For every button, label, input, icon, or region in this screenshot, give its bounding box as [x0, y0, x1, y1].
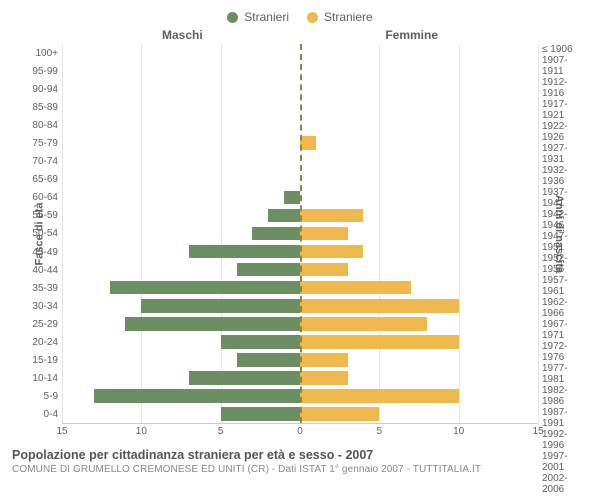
- bar-female: [300, 335, 459, 349]
- legend-swatch-female: [307, 12, 318, 23]
- y-tick-left: 30-34: [12, 297, 62, 315]
- y-tick-right: 1997-2001: [538, 451, 588, 473]
- y-tick-right: ≤ 1906: [538, 44, 588, 55]
- bar-male: [221, 335, 300, 349]
- y-tick-right: 1922-1926: [538, 121, 588, 143]
- y-tick-left: 65-69: [12, 171, 62, 189]
- bar-female: [300, 371, 348, 385]
- y-tick-left: 85-89: [12, 98, 62, 116]
- bar-female: [300, 209, 363, 223]
- bar-male: [141, 299, 300, 313]
- y-tick-right: 1927-1931: [538, 143, 588, 165]
- bar-female: [300, 353, 348, 367]
- y-axis-left-title: Fasce di età: [33, 203, 45, 266]
- bar-male: [268, 209, 300, 223]
- bar-female: [300, 227, 348, 241]
- bar-female: [300, 299, 459, 313]
- bar-female: [300, 245, 363, 259]
- y-tick-left: 25-29: [12, 315, 62, 333]
- bar-male: [110, 281, 300, 295]
- bar-male: [252, 227, 300, 241]
- legend: Stranieri Straniere: [12, 10, 588, 24]
- bar-male: [237, 263, 300, 277]
- bar-female: [300, 263, 348, 277]
- y-tick-left: 95-99: [12, 62, 62, 80]
- column-header-male: Maschi: [162, 28, 203, 42]
- bar-male: [237, 353, 300, 367]
- y-tick-right: 1957-1961: [538, 275, 588, 297]
- y-tick-right: 1987-1991: [538, 407, 588, 429]
- x-tick: 5: [218, 426, 224, 437]
- x-tick: 15: [56, 426, 67, 437]
- bar-male: [189, 245, 300, 259]
- bar-female: [300, 136, 316, 150]
- y-tick-left: 75-79: [12, 134, 62, 152]
- y-tick-right: 1977-1981: [538, 363, 588, 385]
- column-headers: Maschi Femmine: [12, 28, 588, 44]
- legend-label-female: Straniere: [324, 10, 373, 24]
- x-tick: 15: [532, 426, 543, 437]
- bar-male: [221, 407, 300, 421]
- legend-swatch-male: [227, 12, 238, 23]
- bar-female: [300, 407, 379, 421]
- y-tick-right: 1982-1986: [538, 385, 588, 407]
- y-tick-left: 90-94: [12, 80, 62, 98]
- y-tick-right: 1962-1966: [538, 297, 588, 319]
- y-tick-right: 1967-1971: [538, 319, 588, 341]
- center-line: [300, 44, 302, 423]
- y-axis-right-title: Anni di nascita: [553, 195, 565, 273]
- bar-female: [300, 281, 411, 295]
- column-header-female: Femmine: [385, 28, 438, 42]
- chart-title: Popolazione per cittadinanza straniera p…: [12, 448, 588, 462]
- y-tick-left: 0-4: [12, 406, 62, 424]
- chart-footer: Popolazione per cittadinanza straniera p…: [12, 448, 588, 475]
- legend-label-male: Stranieri: [244, 10, 289, 24]
- y-tick-right: 1992-1996: [538, 429, 588, 451]
- x-axis-ticks: 15105051015: [62, 424, 538, 442]
- bar-male: [284, 191, 300, 205]
- x-tick: 10: [453, 426, 464, 437]
- legend-item-male: Stranieri: [227, 10, 289, 24]
- y-tick-left: 5-9: [12, 388, 62, 406]
- bar-male: [94, 389, 300, 403]
- y-tick-right: 1917-1921: [538, 99, 588, 121]
- bar-female: [300, 389, 459, 403]
- y-tick-right: 1907-1911: [538, 55, 588, 77]
- x-tick: 5: [377, 426, 383, 437]
- y-tick-right: 1932-1936: [538, 165, 588, 187]
- bar-female: [300, 317, 427, 331]
- population-pyramid-chart: Stranieri Straniere Maschi Femmine Fasce…: [0, 0, 600, 500]
- grid: [62, 44, 538, 424]
- x-tick: 0: [297, 426, 303, 437]
- y-tick-left: 15-19: [12, 352, 62, 370]
- bar-male: [125, 317, 300, 331]
- y-tick-right: 1912-1916: [538, 77, 588, 99]
- y-tick-left: 10-14: [12, 370, 62, 388]
- legend-item-female: Straniere: [307, 10, 373, 24]
- y-tick-left: 80-84: [12, 116, 62, 134]
- y-tick-left: 35-39: [12, 279, 62, 297]
- y-tick-left: 100+: [12, 44, 62, 62]
- y-tick-left: 70-74: [12, 153, 62, 171]
- x-tick: 10: [136, 426, 147, 437]
- plot-area: Fasce di età 100+95-9990-9485-8980-8475-…: [12, 44, 588, 424]
- bar-male: [189, 371, 300, 385]
- y-tick-right: 2002-2006: [538, 473, 588, 495]
- y-tick-right: 1972-1976: [538, 341, 588, 363]
- y-tick-left: 20-24: [12, 334, 62, 352]
- chart-subtitle: COMUNE DI GRUMELLO CREMONESE ED UNITI (C…: [12, 464, 588, 475]
